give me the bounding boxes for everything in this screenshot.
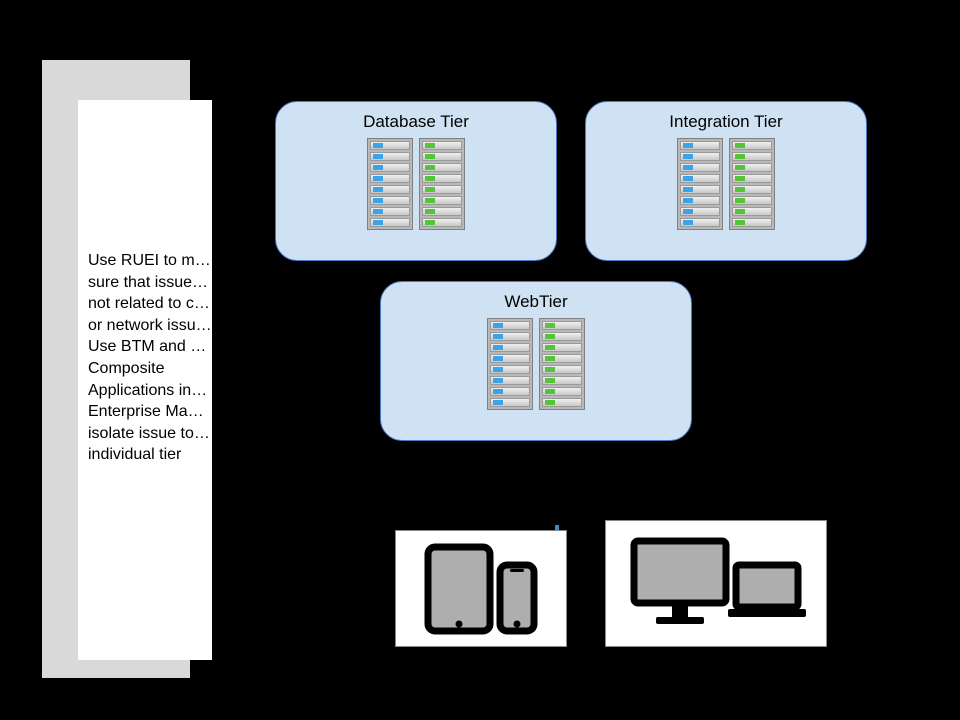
server-rack-icon: [539, 318, 585, 410]
tier-web-servers: [381, 318, 691, 410]
tier-web: WebTier: [380, 281, 692, 441]
server-rack-icon: [677, 138, 723, 230]
tier-database-title: Database Tier: [276, 112, 556, 132]
tablet-phone-icon: [406, 539, 556, 639]
tier-integration-title: Integration Tier: [586, 112, 866, 132]
mobile-devices-frame: [395, 530, 567, 647]
desktop-devices-frame: [605, 520, 827, 647]
server-rack-icon: [729, 138, 775, 230]
tier-integration-servers: [586, 138, 866, 230]
tier-database: Database Tier: [275, 101, 557, 261]
sidebar-text: Use RUEI to m… sure that issue… not rela…: [88, 250, 248, 466]
tier-integration: Integration Tier: [585, 101, 867, 261]
server-rack-icon: [367, 138, 413, 230]
diagram-canvas: { "background_color": "#000000", "layout…: [0, 0, 960, 720]
server-rack-icon: [419, 138, 465, 230]
tier-database-servers: [276, 138, 556, 230]
tier-web-title: WebTier: [381, 292, 691, 312]
server-rack-icon: [487, 318, 533, 410]
desktop-laptop-icon: [616, 529, 816, 639]
